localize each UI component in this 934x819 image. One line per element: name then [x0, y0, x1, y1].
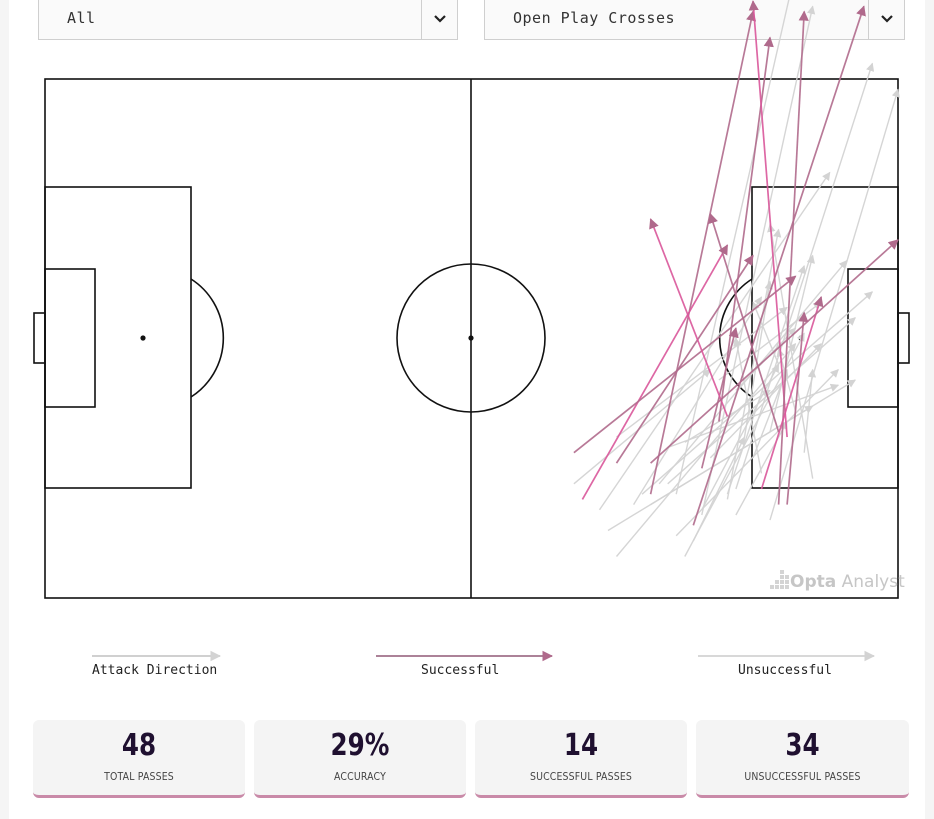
right-six-yard-box — [847, 268, 899, 408]
unsuccessful-pass-arrow — [726, 265, 806, 495]
chevron-down-icon[interactable] — [421, 0, 457, 39]
stat-label: TOTAL PASSES — [104, 770, 174, 783]
player-filter-dropdown[interactable]: All — [38, 0, 458, 40]
successful-pass-arrow — [650, 239, 899, 464]
unsuccessful-pass-arrow — [733, 337, 763, 474]
successful-pass-arrow — [649, 10, 757, 495]
left-penalty-area — [44, 186, 192, 489]
stat-value: 29% — [330, 728, 390, 763]
right-goal — [897, 312, 910, 364]
player-filter-value: All — [67, 9, 96, 27]
successful-pass-arrow — [700, 327, 739, 469]
legend-unsuccessful: Unsuccessful — [738, 663, 832, 678]
legend-successful: Successful — [421, 663, 500, 678]
unsuccessful-pass-arrow — [767, 223, 814, 479]
centre-circle — [396, 263, 546, 413]
unsuccessful-pass-arrow — [701, 5, 816, 516]
stat-value: 34 — [785, 728, 820, 763]
left-penalty-arc — [190, 278, 225, 398]
stat-label: UNSUCCESSFUL PASSES — [744, 770, 861, 783]
unsuccessful-pass-arrow — [641, 291, 874, 495]
successful-pass-arrow — [692, 5, 866, 526]
unsuccessful-pass-arrow — [769, 254, 816, 433]
unsuccessful-pass-arrow — [752, 368, 789, 459]
stat-label: ACCURACY — [334, 770, 386, 783]
pass-type-value: Open Play Crosses — [513, 9, 676, 27]
successful-pass-arrow — [573, 275, 797, 454]
unsuccessful-pass-arrow — [735, 420, 788, 516]
unsuccessful-pass-arrow — [726, 228, 782, 500]
unsuccessful-pass-arrow — [684, 332, 805, 557]
opta-analyst-logo: Opta Analyst — [768, 570, 905, 594]
successful-pass-arrow — [786, 311, 809, 505]
successful-pass-arrow — [615, 254, 754, 464]
centre-spot — [468, 335, 474, 341]
successful-pass-arrow — [760, 296, 824, 490]
stat-card-total-passes: 48 TOTAL PASSES — [33, 720, 245, 798]
stat-label: SUCCESSFUL PASSES — [529, 770, 633, 783]
unsuccessful-pass-arrow — [751, 301, 780, 365]
left-penalty-spot — [140, 335, 146, 341]
stat-value: 48 — [121, 728, 157, 763]
unsuccessful-pass-arrow — [709, 343, 822, 459]
pass-arrows — [573, 0, 900, 557]
stat-card-accuracy: 29% ACCURACY — [254, 720, 466, 798]
successful-pass-arrow — [581, 244, 729, 500]
unsuccessful-pass-arrow — [633, 296, 763, 505]
stat-value: 14 — [563, 728, 599, 763]
successful-pass-arrow — [748, 0, 788, 438]
successful-pass-arrow — [777, 10, 809, 505]
unsuccessful-pass-arrow — [667, 317, 856, 485]
stat-card-unsuccessful-passes: 34 UNSUCCESSFUL PASSES — [696, 720, 909, 798]
successful-pass-arrow — [708, 212, 780, 433]
unsuccessful-pass-arrow — [675, 0, 790, 495]
stat-card-successful-passes: 14 SUCCESSFUL PASSES — [475, 720, 687, 798]
chevron-down-icon[interactable] — [868, 0, 904, 39]
unsuccessful-pass-arrow — [573, 369, 711, 485]
successful-pass-arrow — [649, 218, 729, 417]
left-goal — [33, 312, 46, 364]
pass-type-dropdown[interactable]: Open Play Crosses — [484, 0, 905, 40]
left-six-yard-box — [44, 268, 96, 408]
legend-attack-direction: Attack Direction — [92, 663, 218, 678]
